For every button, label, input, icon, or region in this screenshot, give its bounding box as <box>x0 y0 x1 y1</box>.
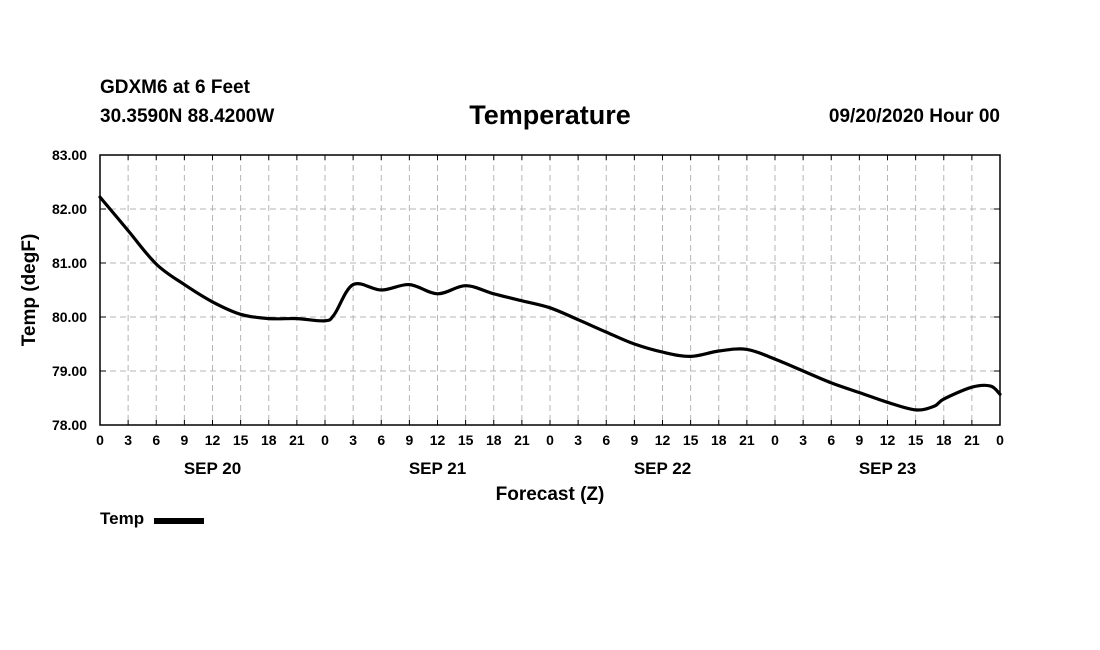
date-label: SEP 20 <box>184 459 241 478</box>
grid-layer <box>100 155 1000 425</box>
x-tick-label: 0 <box>996 432 1004 448</box>
ticks-layer <box>99 154 1001 426</box>
y-tick-label: 78.00 <box>52 417 87 433</box>
x-axis-title: Forecast (Z) <box>496 484 605 505</box>
y-tick-label: 83.00 <box>52 147 87 163</box>
date-label: SEP 23 <box>859 459 916 478</box>
legend: Temp <box>100 509 205 529</box>
x-tick-label: 0 <box>771 432 779 448</box>
x-tick-label: 0 <box>96 432 104 448</box>
x-tick-label: 6 <box>602 432 610 448</box>
y-tick-label: 79.00 <box>52 363 87 379</box>
series-line-temp <box>98 195 1002 412</box>
x-tick-label: 15 <box>908 432 924 448</box>
x-tick-label: 9 <box>405 432 413 448</box>
station-coordinates: 30.3590N 88.4200W <box>100 106 275 127</box>
x-tick-label: 18 <box>711 432 727 448</box>
x-tick-label: 6 <box>152 432 160 448</box>
chart-title: Temperature <box>469 100 631 130</box>
x-tick-label: 12 <box>430 432 446 448</box>
x-tick-label: 3 <box>124 432 132 448</box>
labels-layer: 0 3 6 9 12 15 18 21 0 3 6 9 12 15 18 21 0 3 6 9 12 15 18 21 0 3 6 9… <box>52 147 1004 478</box>
x-tick-label: 0 <box>321 432 329 448</box>
x-tick-label: 21 <box>289 432 305 448</box>
x-tick-label: 21 <box>514 432 530 448</box>
x-tick-label: 18 <box>936 432 952 448</box>
x-tick-label: 3 <box>799 432 807 448</box>
x-tick-label: 9 <box>630 432 638 448</box>
date-label: SEP 22 <box>634 459 691 478</box>
date-label: SEP 21 <box>409 459 466 478</box>
forecast-run-time: 09/20/2020 Hour 00 <box>828 106 1000 127</box>
x-tick-label: 12 <box>880 432 896 448</box>
x-tick-label: 21 <box>739 432 755 448</box>
x-tick-label: 15 <box>458 432 474 448</box>
x-tick-label: 15 <box>233 432 249 448</box>
legend-swatch-temp <box>154 517 205 524</box>
x-tick-label: 6 <box>377 432 385 448</box>
x-tick-label: 6 <box>827 432 835 448</box>
x-tick-label: 18 <box>486 432 502 448</box>
y-tick-label: 81.00 <box>52 255 87 271</box>
x-tick-label: 3 <box>349 432 357 448</box>
series-layer <box>98 195 1002 412</box>
x-tick-label: 0 <box>546 432 554 448</box>
x-tick-label: 3 <box>574 432 582 448</box>
y-axis-title: Temp (degF) <box>19 234 40 347</box>
x-tick-label: 9 <box>180 432 188 448</box>
x-tick-label: 15 <box>683 432 699 448</box>
x-tick-label: 21 <box>964 432 980 448</box>
y-tick-label: 80.00 <box>52 309 87 325</box>
x-tick-label: 9 <box>855 432 863 448</box>
x-tick-label: 12 <box>655 432 671 448</box>
x-tick-label: 18 <box>261 432 277 448</box>
x-tick-label: 12 <box>205 432 221 448</box>
y-tick-label: 82.00 <box>52 201 87 217</box>
legend-label-temp: Temp <box>100 509 145 528</box>
station-name: GDXM6 at 6 Feet <box>100 77 250 98</box>
